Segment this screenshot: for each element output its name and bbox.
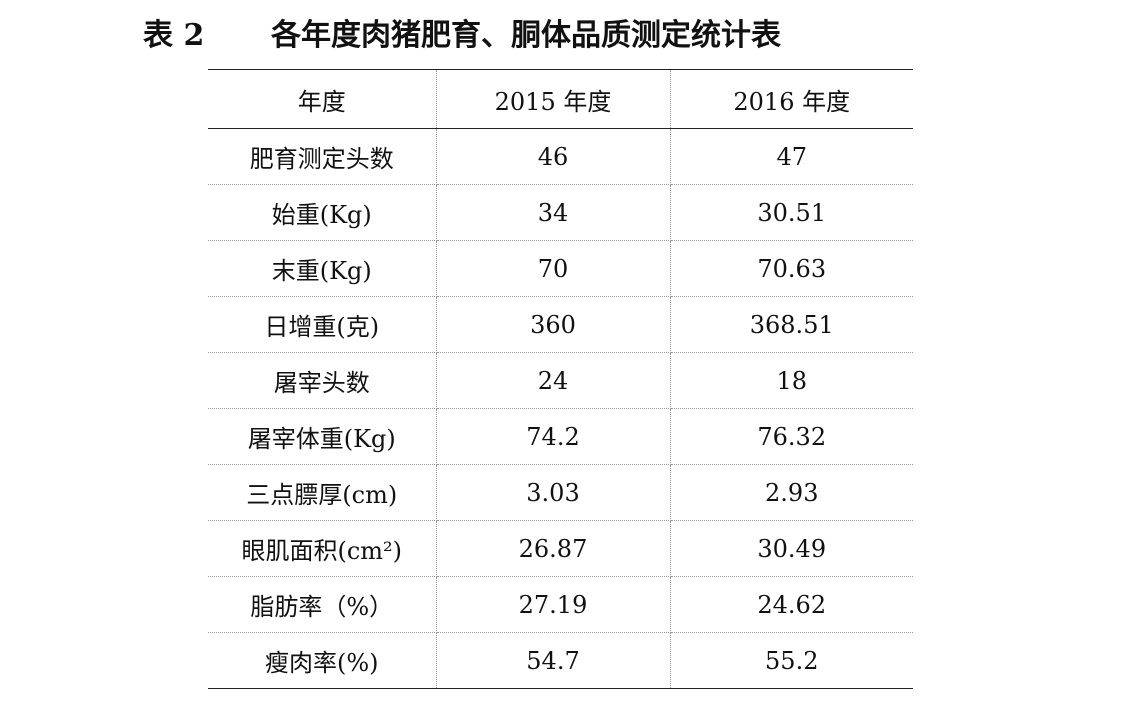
row-label: 瘦肉率(%) [208, 632, 437, 689]
table-row: 瘦肉率(%) 54.7 55.2 [208, 632, 913, 689]
value-2016: 76.32 [669, 408, 913, 465]
row-label: 始重(Kg) [208, 184, 437, 241]
value-2015: 34 [435, 184, 671, 241]
value-2015: 70 [435, 240, 671, 297]
value-2016: 24.62 [669, 576, 913, 633]
value-2016: 70.63 [669, 240, 913, 297]
table-caption: 表 2 各年度肉猪肥育、胴体品质测定统计表 [143, 10, 781, 54]
value-2015: 74.2 [435, 408, 671, 465]
value-2015: 3.03 [435, 464, 671, 521]
statistics-table-container: 年度 2015 年度 2016 年度 肥育测定头数 46 47 始重(Kg) 3… [208, 69, 913, 689]
value-2016: 30.51 [669, 184, 913, 241]
value-2016: 55.2 [669, 632, 913, 689]
row-label: 屠宰头数 [208, 352, 437, 409]
value-2016: 18 [669, 352, 913, 409]
value-2016: 30.49 [669, 520, 913, 577]
column-header-2015: 2015 年度 [435, 69, 671, 129]
table-number: 表 2 [143, 18, 205, 53]
value-2015: 360 [435, 296, 671, 353]
value-2016: 2.93 [669, 464, 913, 521]
row-label: 日增重(克) [208, 296, 437, 353]
row-label: 屠宰体重(Kg) [208, 408, 437, 465]
table-row: 脂肪率（%） 27.19 24.62 [208, 576, 913, 633]
row-label: 三点膘厚(cm) [208, 464, 437, 521]
column-header-2016: 2016 年度 [669, 69, 913, 129]
value-2015: 54.7 [435, 632, 671, 689]
table-row: 眼肌面积(cm²) 26.87 30.49 [208, 520, 913, 577]
column-header-year: 年度 [208, 69, 437, 129]
value-2015: 24 [435, 352, 671, 409]
value-2016: 368.51 [669, 296, 913, 353]
table-title: 各年度肉猪肥育、胴体品质测定统计表 [271, 18, 781, 53]
row-label: 脂肪率（%） [208, 576, 437, 633]
row-label: 肥育测定头数 [208, 128, 437, 185]
table-row: 三点膘厚(cm) 3.03 2.93 [208, 464, 913, 521]
table-row: 始重(Kg) 34 30.51 [208, 184, 913, 241]
value-2015: 27.19 [435, 576, 671, 633]
row-label: 眼肌面积(cm²) [208, 520, 437, 577]
table-row: 末重(Kg) 70 70.63 [208, 240, 913, 297]
table-row: 屠宰体重(Kg) 74.2 76.32 [208, 408, 913, 465]
statistics-table: 年度 2015 年度 2016 年度 肥育测定头数 46 47 始重(Kg) 3… [208, 69, 913, 689]
table-row: 肥育测定头数 46 47 [208, 128, 913, 185]
table-row: 日增重(克) 360 368.51 [208, 296, 913, 353]
value-2015: 26.87 [435, 520, 671, 577]
table-row: 屠宰头数 24 18 [208, 352, 913, 409]
value-2016: 47 [669, 128, 913, 185]
row-label: 末重(Kg) [208, 240, 437, 297]
value-2015: 46 [435, 128, 671, 185]
table-header-row: 年度 2015 年度 2016 年度 [208, 69, 913, 129]
